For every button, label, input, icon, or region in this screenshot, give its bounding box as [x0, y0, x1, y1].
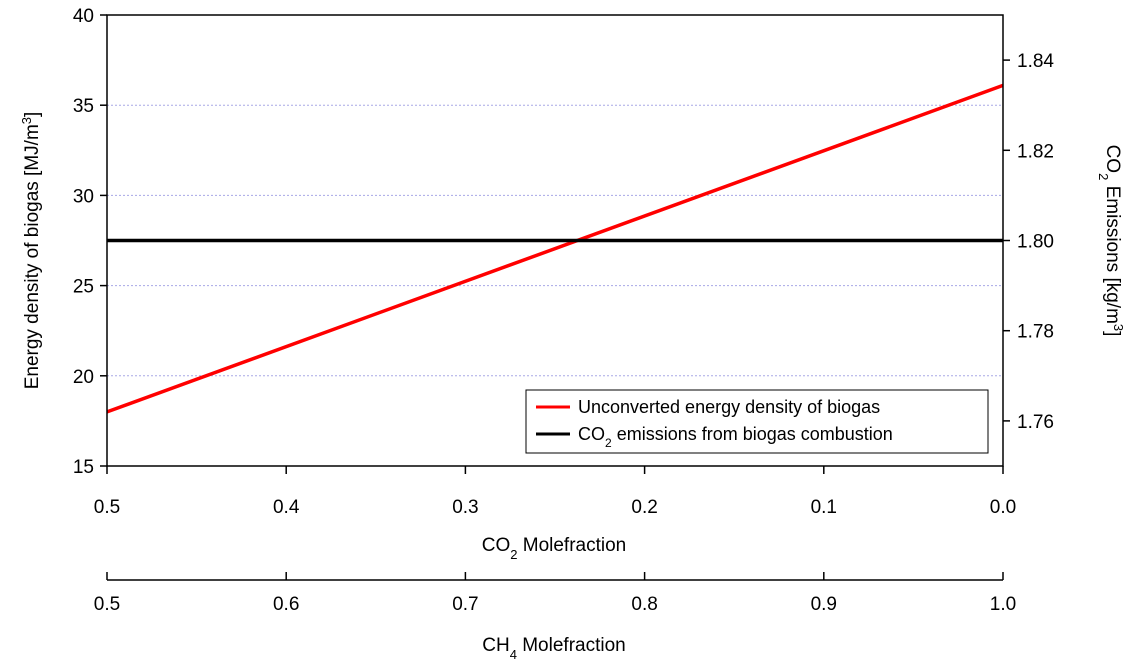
- ch4-x-tick-label: 0.5: [94, 594, 120, 615]
- left-y-tick-label: 30: [73, 186, 94, 207]
- right-y-axis: 1.76 1.78 1.80 1.82 1.84: [1003, 51, 1054, 433]
- legend: Unconverted energy density of biogas CO2…: [525, 389, 989, 454]
- ch4-x-tick-label: 0.7: [452, 594, 478, 615]
- right-y-tick-label: 1.84: [1017, 51, 1054, 72]
- right-y-tick-label: 1.78: [1017, 322, 1054, 343]
- right-y-tick-label: 1.76: [1017, 412, 1054, 433]
- left-y-axis-title: Energy density of biogas [MJ/m3]: [19, 112, 44, 390]
- legend-label-co2-emissions: CO2 emissions from biogas combustion: [578, 424, 893, 450]
- ch4-x-tick-label: 0.6: [273, 594, 299, 615]
- right-y-tick-label: 1.80: [1017, 232, 1054, 253]
- legend-label-energy-density: Unconverted energy density of biogas: [578, 397, 880, 417]
- left-y-axis: 15 20 25 30 35 40: [73, 6, 107, 478]
- legend-box: [525, 389, 989, 454]
- co2-x-tick-label: 0.2: [631, 497, 657, 518]
- co2-x-tick-label: 0.0: [990, 497, 1016, 518]
- x-axis-ch4: 0.5 0.6 0.7 0.8 0.9 1.0: [94, 572, 1016, 615]
- left-y-tick-label: 35: [73, 96, 94, 117]
- right-y-axis-title: CO2 Emissions [kg/m3]: [1097, 145, 1127, 337]
- ch4-x-tick-label: 0.8: [631, 594, 657, 615]
- series-line-energy-density: [106, 83, 1004, 414]
- right-y-tick-label: 1.82: [1017, 141, 1054, 162]
- x-axis-co2: 0.5 0.4 0.3 0.2 0.1 0.0: [94, 466, 1016, 518]
- co2-x-tick-label: 0.5: [94, 497, 120, 518]
- co2-x-axis-title: CO2 Molefraction: [482, 535, 627, 562]
- ch4-x-tick-label: 1.0: [990, 594, 1016, 615]
- co2-x-tick-label: 0.4: [273, 497, 300, 518]
- co2-x-tick-label: 0.3: [452, 497, 478, 518]
- ch4-x-axis-title: CH4 Molefraction: [482, 635, 625, 662]
- left-y-tick-label: 20: [73, 367, 94, 388]
- series-layer: [106, 83, 1004, 414]
- co2-x-tick-label: 0.1: [811, 497, 837, 518]
- left-y-tick-label: 25: [73, 277, 94, 298]
- ch4-x-tick-label: 0.9: [811, 594, 837, 615]
- left-y-tick-label: 40: [73, 6, 94, 27]
- left-y-tick-label: 15: [73, 457, 94, 478]
